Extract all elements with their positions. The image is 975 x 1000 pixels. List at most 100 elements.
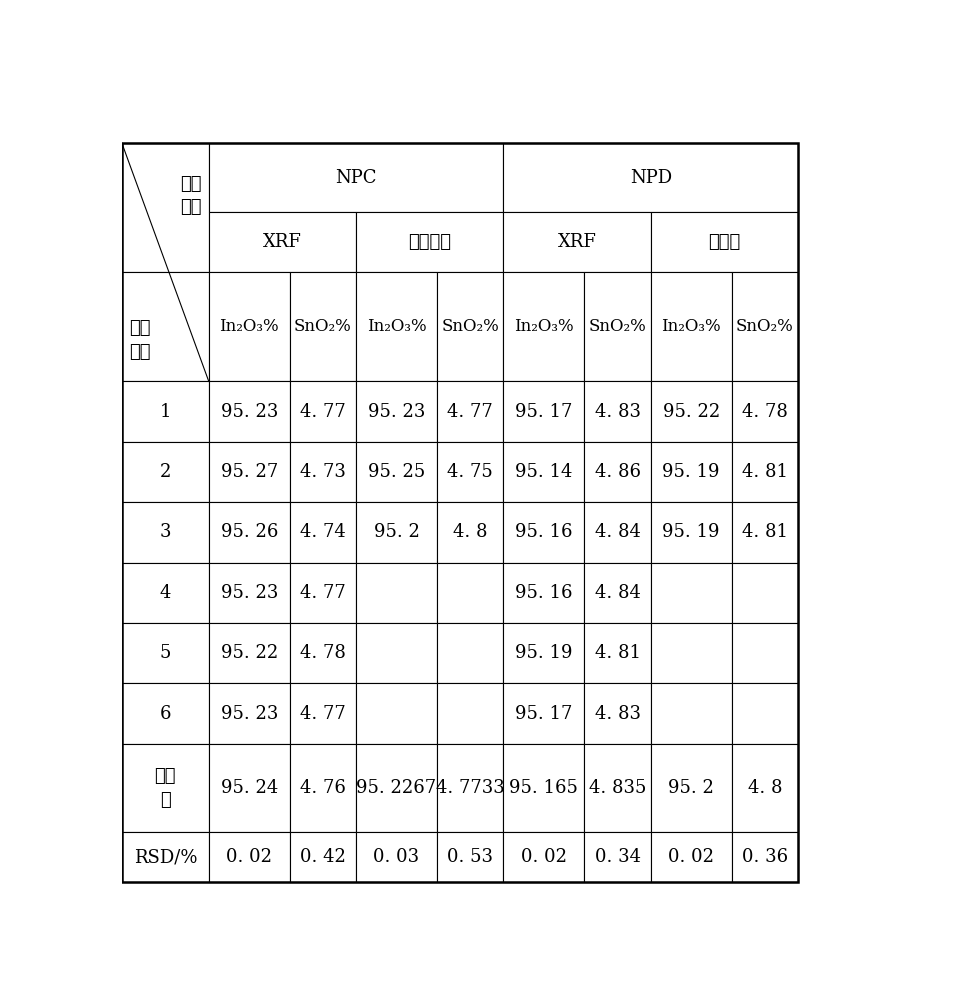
Text: 95. 16: 95. 16 — [515, 584, 572, 602]
Text: 4. 77: 4. 77 — [300, 584, 346, 602]
Text: 4. 78: 4. 78 — [742, 403, 788, 421]
Text: 95. 23: 95. 23 — [220, 705, 278, 723]
Bar — [503, 563, 584, 623]
Text: 0. 02: 0. 02 — [226, 848, 272, 866]
Text: NPD: NPD — [630, 169, 672, 187]
Bar — [437, 502, 503, 563]
Bar — [437, 381, 503, 442]
Bar — [503, 832, 584, 882]
Bar — [731, 442, 799, 502]
Bar — [651, 744, 731, 832]
Bar — [356, 381, 437, 442]
Text: 1: 1 — [160, 403, 171, 421]
Bar — [584, 502, 651, 563]
Text: SnO₂%: SnO₂% — [442, 318, 499, 335]
Text: 滴定法: 滴定法 — [709, 233, 741, 251]
Bar — [122, 272, 209, 381]
Bar — [209, 623, 290, 683]
Bar — [584, 623, 651, 683]
Text: 95. 2267: 95. 2267 — [357, 779, 437, 797]
Text: 4. 8: 4. 8 — [453, 523, 488, 541]
Text: 5: 5 — [160, 644, 171, 662]
Bar — [731, 381, 799, 442]
Bar — [731, 683, 799, 744]
Text: 0. 02: 0. 02 — [521, 848, 566, 866]
Text: 95. 19: 95. 19 — [662, 463, 720, 481]
Text: SnO₂%: SnO₂% — [589, 318, 646, 335]
Bar — [651, 623, 731, 683]
Text: 0. 42: 0. 42 — [300, 848, 346, 866]
Bar — [122, 563, 209, 623]
Bar — [209, 502, 290, 563]
Bar — [209, 744, 290, 832]
Text: 4. 78: 4. 78 — [300, 644, 346, 662]
Text: 4. 835: 4. 835 — [589, 779, 646, 797]
Bar — [290, 381, 356, 442]
Bar — [122, 623, 209, 683]
Bar — [209, 563, 290, 623]
Text: 95. 2: 95. 2 — [373, 523, 419, 541]
Bar — [503, 212, 651, 272]
Text: 样品
编号: 样品 编号 — [180, 175, 202, 216]
Bar — [290, 683, 356, 744]
Bar — [290, 442, 356, 502]
Text: 4. 81: 4. 81 — [742, 523, 788, 541]
Bar — [584, 744, 651, 832]
Text: 6: 6 — [160, 705, 171, 723]
Bar — [356, 442, 437, 502]
Bar — [503, 502, 584, 563]
Bar — [437, 272, 503, 381]
Text: 4. 8: 4. 8 — [748, 779, 782, 797]
Bar — [122, 683, 209, 744]
Text: 95. 23: 95. 23 — [220, 403, 278, 421]
Bar — [356, 563, 437, 623]
Text: In₂O₃%: In₂O₃% — [661, 318, 722, 335]
Text: 95. 23: 95. 23 — [220, 584, 278, 602]
Bar — [731, 563, 799, 623]
Text: 95. 23: 95. 23 — [368, 403, 425, 421]
Text: 3: 3 — [160, 523, 171, 541]
Text: 95. 16: 95. 16 — [515, 523, 572, 541]
Bar — [651, 683, 731, 744]
Bar — [651, 502, 731, 563]
Text: 4: 4 — [160, 584, 171, 602]
Text: 0. 34: 0. 34 — [595, 848, 641, 866]
Bar — [651, 381, 731, 442]
Bar — [356, 272, 437, 381]
Bar — [651, 442, 731, 502]
Bar — [584, 272, 651, 381]
Bar — [122, 502, 209, 563]
Bar — [209, 683, 290, 744]
Bar — [209, 272, 290, 381]
Text: 95. 14: 95. 14 — [515, 463, 572, 481]
Bar — [651, 563, 731, 623]
Text: 4. 7733: 4. 7733 — [436, 779, 505, 797]
Text: NPC: NPC — [335, 169, 377, 187]
Bar — [356, 623, 437, 683]
Bar — [122, 442, 209, 502]
Bar — [503, 143, 799, 212]
Text: SnO₂%: SnO₂% — [736, 318, 794, 335]
Text: XRF: XRF — [558, 233, 597, 251]
Bar — [731, 623, 799, 683]
Text: 2: 2 — [160, 463, 171, 481]
Bar — [584, 683, 651, 744]
Bar — [290, 832, 356, 882]
Bar — [503, 683, 584, 744]
Text: 4. 77: 4. 77 — [300, 403, 346, 421]
Text: 4. 77: 4. 77 — [448, 403, 493, 421]
Text: SnO₂%: SnO₂% — [294, 318, 352, 335]
Bar — [122, 832, 209, 882]
Bar — [437, 563, 503, 623]
Bar — [731, 272, 799, 381]
Bar — [503, 744, 584, 832]
Text: 4. 76: 4. 76 — [300, 779, 346, 797]
Text: 测试
次数: 测试 次数 — [129, 319, 150, 361]
Bar — [209, 381, 290, 442]
Bar — [356, 502, 437, 563]
Text: 95. 26: 95. 26 — [220, 523, 278, 541]
Text: 95. 165: 95. 165 — [510, 779, 578, 797]
Text: 4. 83: 4. 83 — [595, 403, 641, 421]
Bar — [356, 683, 437, 744]
Bar — [290, 744, 356, 832]
